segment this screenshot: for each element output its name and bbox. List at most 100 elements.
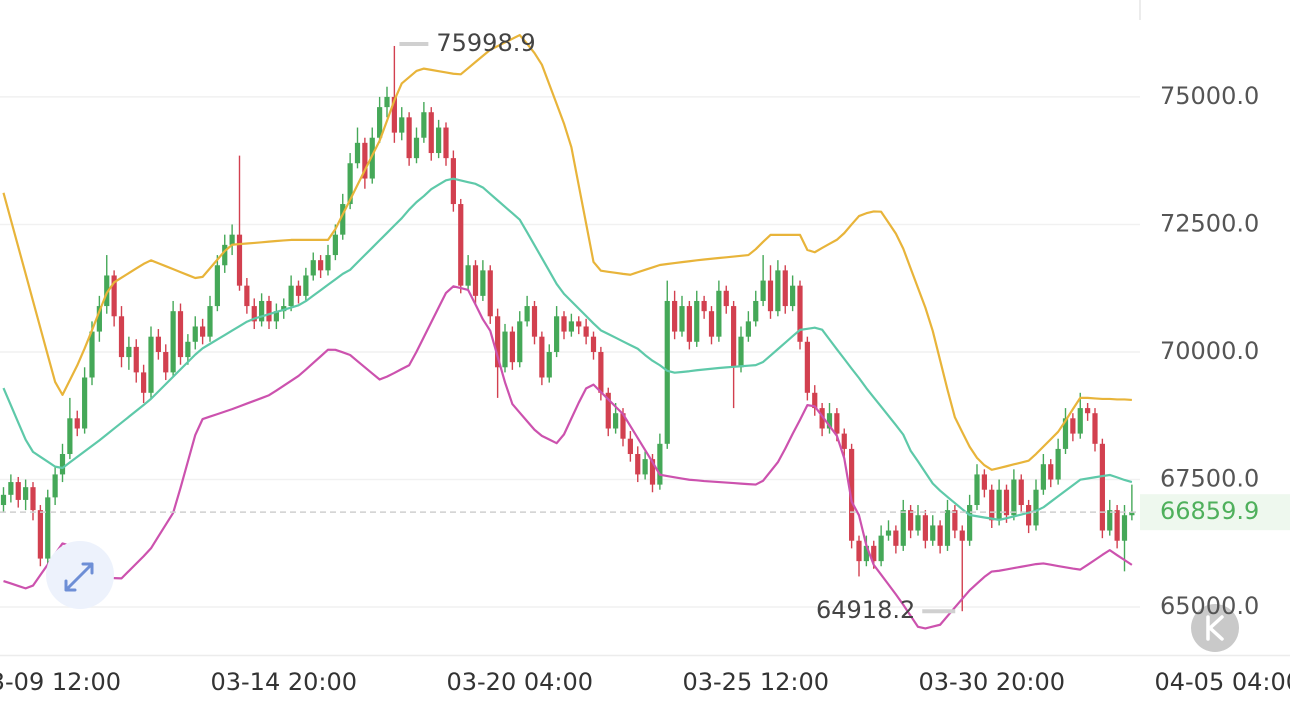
candle-body	[598, 351, 604, 393]
candle-body	[111, 275, 117, 317]
candle-body	[155, 336, 161, 352]
candle-body	[244, 285, 250, 307]
candle-body	[915, 515, 921, 531]
candle-body	[369, 137, 375, 179]
candle-body	[561, 316, 567, 332]
y-tick-label: 75000.0	[1160, 82, 1259, 110]
candle-body	[480, 270, 486, 296]
candle-body	[67, 418, 73, 455]
candle-body	[1048, 464, 1054, 480]
candle-body	[37, 510, 43, 559]
candle-body	[804, 341, 810, 393]
candle-body	[251, 306, 257, 322]
candle-body	[458, 204, 464, 286]
candle-body	[1099, 443, 1105, 531]
candle-body	[52, 474, 58, 498]
candle-body	[443, 127, 449, 159]
candle-body	[745, 321, 751, 337]
candle-body	[775, 270, 781, 312]
candle-body	[797, 285, 803, 342]
candle-body	[1085, 408, 1091, 414]
candle-body	[163, 351, 169, 373]
candle-body	[192, 326, 198, 342]
candle-body	[229, 234, 235, 245]
candle-body	[849, 448, 855, 541]
candle-body	[812, 392, 818, 409]
last-price-box	[1140, 494, 1290, 531]
candle-body	[104, 275, 110, 307]
candle-body	[148, 336, 154, 393]
candle-body	[59, 454, 66, 475]
candle-body	[1040, 464, 1046, 490]
k-icon[interactable]	[1206, 615, 1224, 641]
candle-body	[1129, 512, 1135, 516]
candle-body	[384, 96, 390, 108]
candle-body	[1114, 510, 1120, 541]
candle-body	[1062, 418, 1069, 449]
candle-body	[377, 107, 383, 138]
candle-body	[613, 413, 619, 429]
candle-body	[0, 494, 7, 506]
candle-body	[1055, 448, 1061, 480]
candle-body	[318, 260, 324, 271]
candle-body	[133, 346, 139, 373]
candle-body	[362, 142, 368, 179]
candle-body	[524, 306, 530, 322]
candle-body	[989, 489, 995, 521]
candle-body	[863, 545, 869, 562]
candle-body	[878, 535, 884, 562]
candle-body	[635, 454, 641, 475]
candle-body	[967, 505, 973, 541]
candle-body	[8, 482, 14, 495]
candle-body	[391, 96, 397, 133]
candle-body	[421, 112, 427, 138]
candle-body	[236, 234, 243, 286]
candle-body	[672, 300, 678, 332]
band-line	[3, 285, 1133, 630]
plot-area	[0, 33, 1140, 630]
candle-body	[15, 482, 21, 500]
candle-body	[664, 300, 670, 444]
candle-body	[657, 443, 663, 485]
x-tick-label: 03-30 20:00	[918, 668, 1065, 696]
candle-body	[288, 285, 294, 307]
candle-body	[126, 346, 132, 358]
candle-body	[731, 306, 737, 368]
candle-body	[649, 459, 656, 485]
candle-body	[185, 341, 191, 358]
candle-body	[620, 413, 626, 439]
candle-body	[1077, 408, 1083, 434]
candle-body	[487, 270, 493, 317]
last-price-label: 66859.9	[1160, 497, 1259, 525]
candle-body	[1033, 489, 1039, 526]
candle-body	[893, 530, 899, 546]
candle-body	[590, 336, 597, 352]
candle-body	[303, 275, 309, 296]
candle-body	[82, 377, 88, 429]
candle-body	[716, 290, 722, 337]
min-label: 64918.2	[816, 596, 915, 624]
candle-body	[214, 265, 220, 307]
candle-body	[885, 530, 892, 536]
k-button-bg[interactable]	[1191, 604, 1239, 652]
candle-body	[908, 510, 914, 531]
candle-body	[723, 290, 729, 307]
candle-body	[96, 306, 102, 332]
candle-body	[738, 336, 744, 368]
expand-button[interactable]	[46, 541, 114, 609]
candle-body	[495, 316, 501, 368]
candle-body	[944, 510, 951, 546]
candle-body	[605, 392, 611, 429]
candle-body	[856, 540, 862, 562]
expand-icon[interactable]	[64, 562, 94, 592]
k-button[interactable]	[1191, 604, 1239, 652]
candle-body	[517, 321, 523, 363]
candle-body	[1026, 505, 1032, 526]
candle-body	[753, 300, 759, 322]
y-tick-label: 65000.0	[1160, 592, 1259, 620]
band-line	[2, 177, 1133, 521]
candle-body	[922, 515, 928, 541]
candle-body	[834, 413, 840, 434]
candle-body	[259, 300, 265, 322]
